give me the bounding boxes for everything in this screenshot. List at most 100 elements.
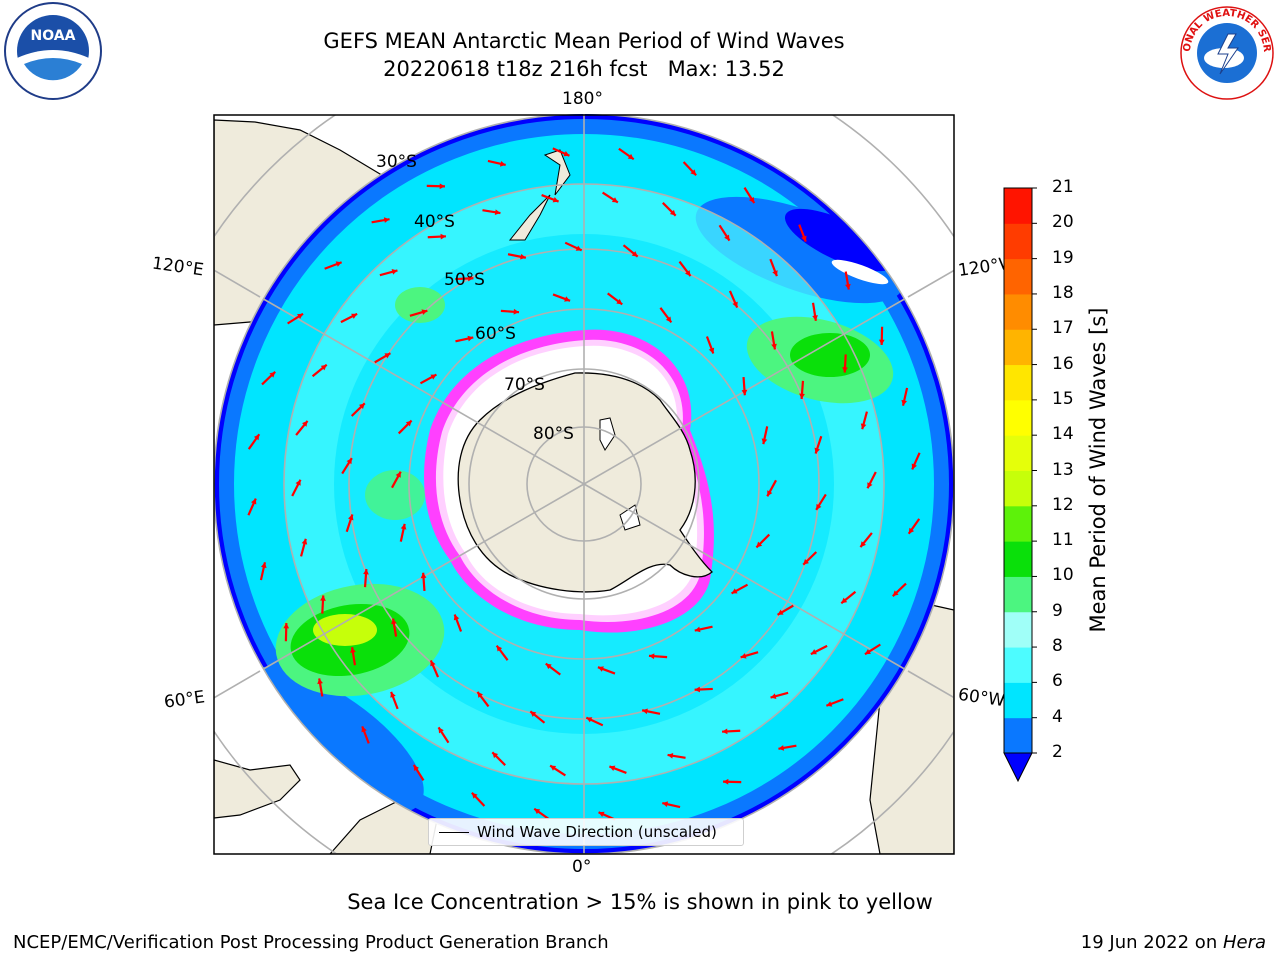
- colorbar-bin: [1004, 541, 1032, 577]
- wind-wave-arrowhead: [496, 645, 503, 652]
- wind-wave-arrowhead: [492, 752, 499, 759]
- wind-wave-arrowhead: [390, 691, 396, 698]
- wind-wave-arrowhead: [810, 649, 817, 655]
- wind-wave-arrowhead: [499, 160, 506, 167]
- wind-wave-arrowhead: [732, 301, 738, 308]
- wind-wave-arrowhead: [842, 367, 848, 373]
- wind-wave-arrowhead: [722, 728, 728, 735]
- colorbar-extend-min: [1003, 752, 1033, 783]
- colorbar-bin: [1004, 223, 1032, 260]
- wind-wave-arrowhead: [761, 438, 768, 445]
- lon-label-180: 180°: [562, 89, 603, 109]
- wind-wave-arrowhead: [302, 420, 308, 427]
- colorbar-bin: [1004, 647, 1032, 683]
- wind-wave-arrowhead: [723, 778, 729, 785]
- wind-wave-arrowhead: [301, 538, 308, 545]
- wind-wave-arrowhead: [520, 253, 526, 260]
- wind-wave-arrowhead: [563, 151, 570, 157]
- wind-wave-arrowhead: [627, 153, 634, 160]
- footer-date: 19 Jun 2022 on: [1080, 932, 1223, 953]
- wind-wave-arrowhead: [438, 727, 444, 734]
- colorbar-bin: [1004, 717, 1032, 754]
- wind-wave-arrowhead: [295, 479, 301, 486]
- wind-wave-arrowhead: [740, 653, 747, 659]
- noaa-logo-text: NOAA: [31, 28, 76, 44]
- wind-wave-arrowhead: [741, 389, 748, 396]
- lon-label-0: 0°: [572, 857, 592, 877]
- colorbar-bin: [1004, 399, 1032, 436]
- wind-wave-arrowhead: [724, 234, 730, 241]
- colorbar-bin: [1004, 188, 1032, 224]
- colorbar-bin: [1004, 470, 1032, 507]
- wind-wave-arrowhead: [597, 666, 604, 672]
- wind-wave-arrowhead: [391, 269, 398, 275]
- land-madagascar: [214, 759, 301, 819]
- lat-label-80s: 80°S: [533, 424, 574, 444]
- wind-wave-arrowhead: [269, 371, 276, 378]
- legend-label: Wind Wave Direction (unscaled): [477, 823, 717, 841]
- wind-wave-arrowhead: [878, 339, 885, 345]
- wind-wave-arrowhead: [771, 343, 777, 350]
- wind-wave-arrowhead: [826, 701, 833, 707]
- wind-wave-arrowhead: [384, 353, 391, 359]
- colorbar-tick-label: 21: [1052, 177, 1074, 197]
- wind-wave-arrowhead: [430, 374, 437, 380]
- wind-wave-arrowhead: [358, 403, 365, 410]
- wind-wave-arrowhead: [467, 335, 474, 342]
- wind-wave-arrowhead: [667, 752, 674, 759]
- lat-label-70s: 70°S: [504, 375, 545, 395]
- wind-wave-arrowhead: [777, 609, 784, 615]
- colorbar-tick-label: 15: [1052, 388, 1074, 409]
- wind-wave-arrowhead: [395, 471, 401, 478]
- lat-label-50s: 50°S: [444, 270, 485, 290]
- colorbar-tick-label: 8: [1052, 636, 1063, 657]
- colorbar-bin: [1004, 505, 1032, 542]
- wind-wave-arrowhead: [814, 447, 820, 454]
- wind-wave-arrowhead: [363, 568, 369, 575]
- wind-wave-arrowhead: [251, 498, 257, 505]
- lat-label-60s: 60°S: [475, 324, 516, 344]
- wind-wave-arrowhead: [421, 309, 428, 315]
- wind-wave-arrowhead: [430, 660, 436, 667]
- wind-wave-arrowhead: [864, 648, 871, 655]
- footer-machine: Hera: [1222, 932, 1266, 953]
- wind-wave-arrowhead: [665, 316, 672, 323]
- wind-wave-arrowhead: [690, 169, 697, 176]
- colorbar: [1003, 187, 1037, 783]
- colorbar-tick-label: 17: [1052, 318, 1074, 339]
- wind-wave-arrowhead: [391, 618, 397, 625]
- colorbar-tick-label: 12: [1052, 494, 1074, 515]
- colorbar-tick-label: 4: [1052, 706, 1063, 727]
- wind-wave-arrowhead: [335, 261, 342, 267]
- wind-wave-arrowhead: [845, 283, 851, 290]
- wind-wave-arrowhead: [803, 558, 810, 565]
- wind-wave-arrowhead: [616, 298, 623, 305]
- legend-line-icon: [439, 831, 469, 833]
- colorbar-tick-label: 9: [1052, 600, 1063, 621]
- wind-wave-arrowhead: [453, 614, 460, 621]
- wind-wave-arrowhead: [351, 313, 358, 319]
- wind-wave-arrowhead: [892, 590, 899, 597]
- colorbar-tick-label: 11: [1052, 530, 1074, 551]
- wind-wave-arrowhead: [383, 217, 390, 223]
- colorbar-bin: [1004, 293, 1032, 330]
- wind-wave-arrowhead: [816, 503, 822, 510]
- wind-wave-arrowhead: [297, 313, 304, 320]
- wind-wave-arrowhead: [841, 597, 848, 604]
- wind-wave-arrowhead: [400, 523, 407, 530]
- colorbar-bin: [1004, 364, 1032, 401]
- wind-wave-arrowhead: [901, 399, 908, 406]
- wind-wave-arrowhead: [801, 235, 807, 242]
- wind-wave-arrowhead: [648, 653, 655, 660]
- wind-wave-arrowhead: [908, 527, 915, 534]
- wind-wave-arrowhead: [283, 623, 290, 629]
- wind-wave-arrowhead: [440, 233, 446, 240]
- wind-wave-arrowhead: [860, 541, 866, 548]
- wind-wave-arrowhead: [350, 647, 356, 653]
- colorbar-label: Mean Period of Wind Waves [s]: [1086, 307, 1110, 633]
- lat-label-40s: 40°S: [414, 212, 455, 232]
- wind-wave-arrowhead: [575, 245, 582, 251]
- colorbar-bin: [1004, 611, 1032, 648]
- wind-wave-arrowhead: [552, 197, 559, 203]
